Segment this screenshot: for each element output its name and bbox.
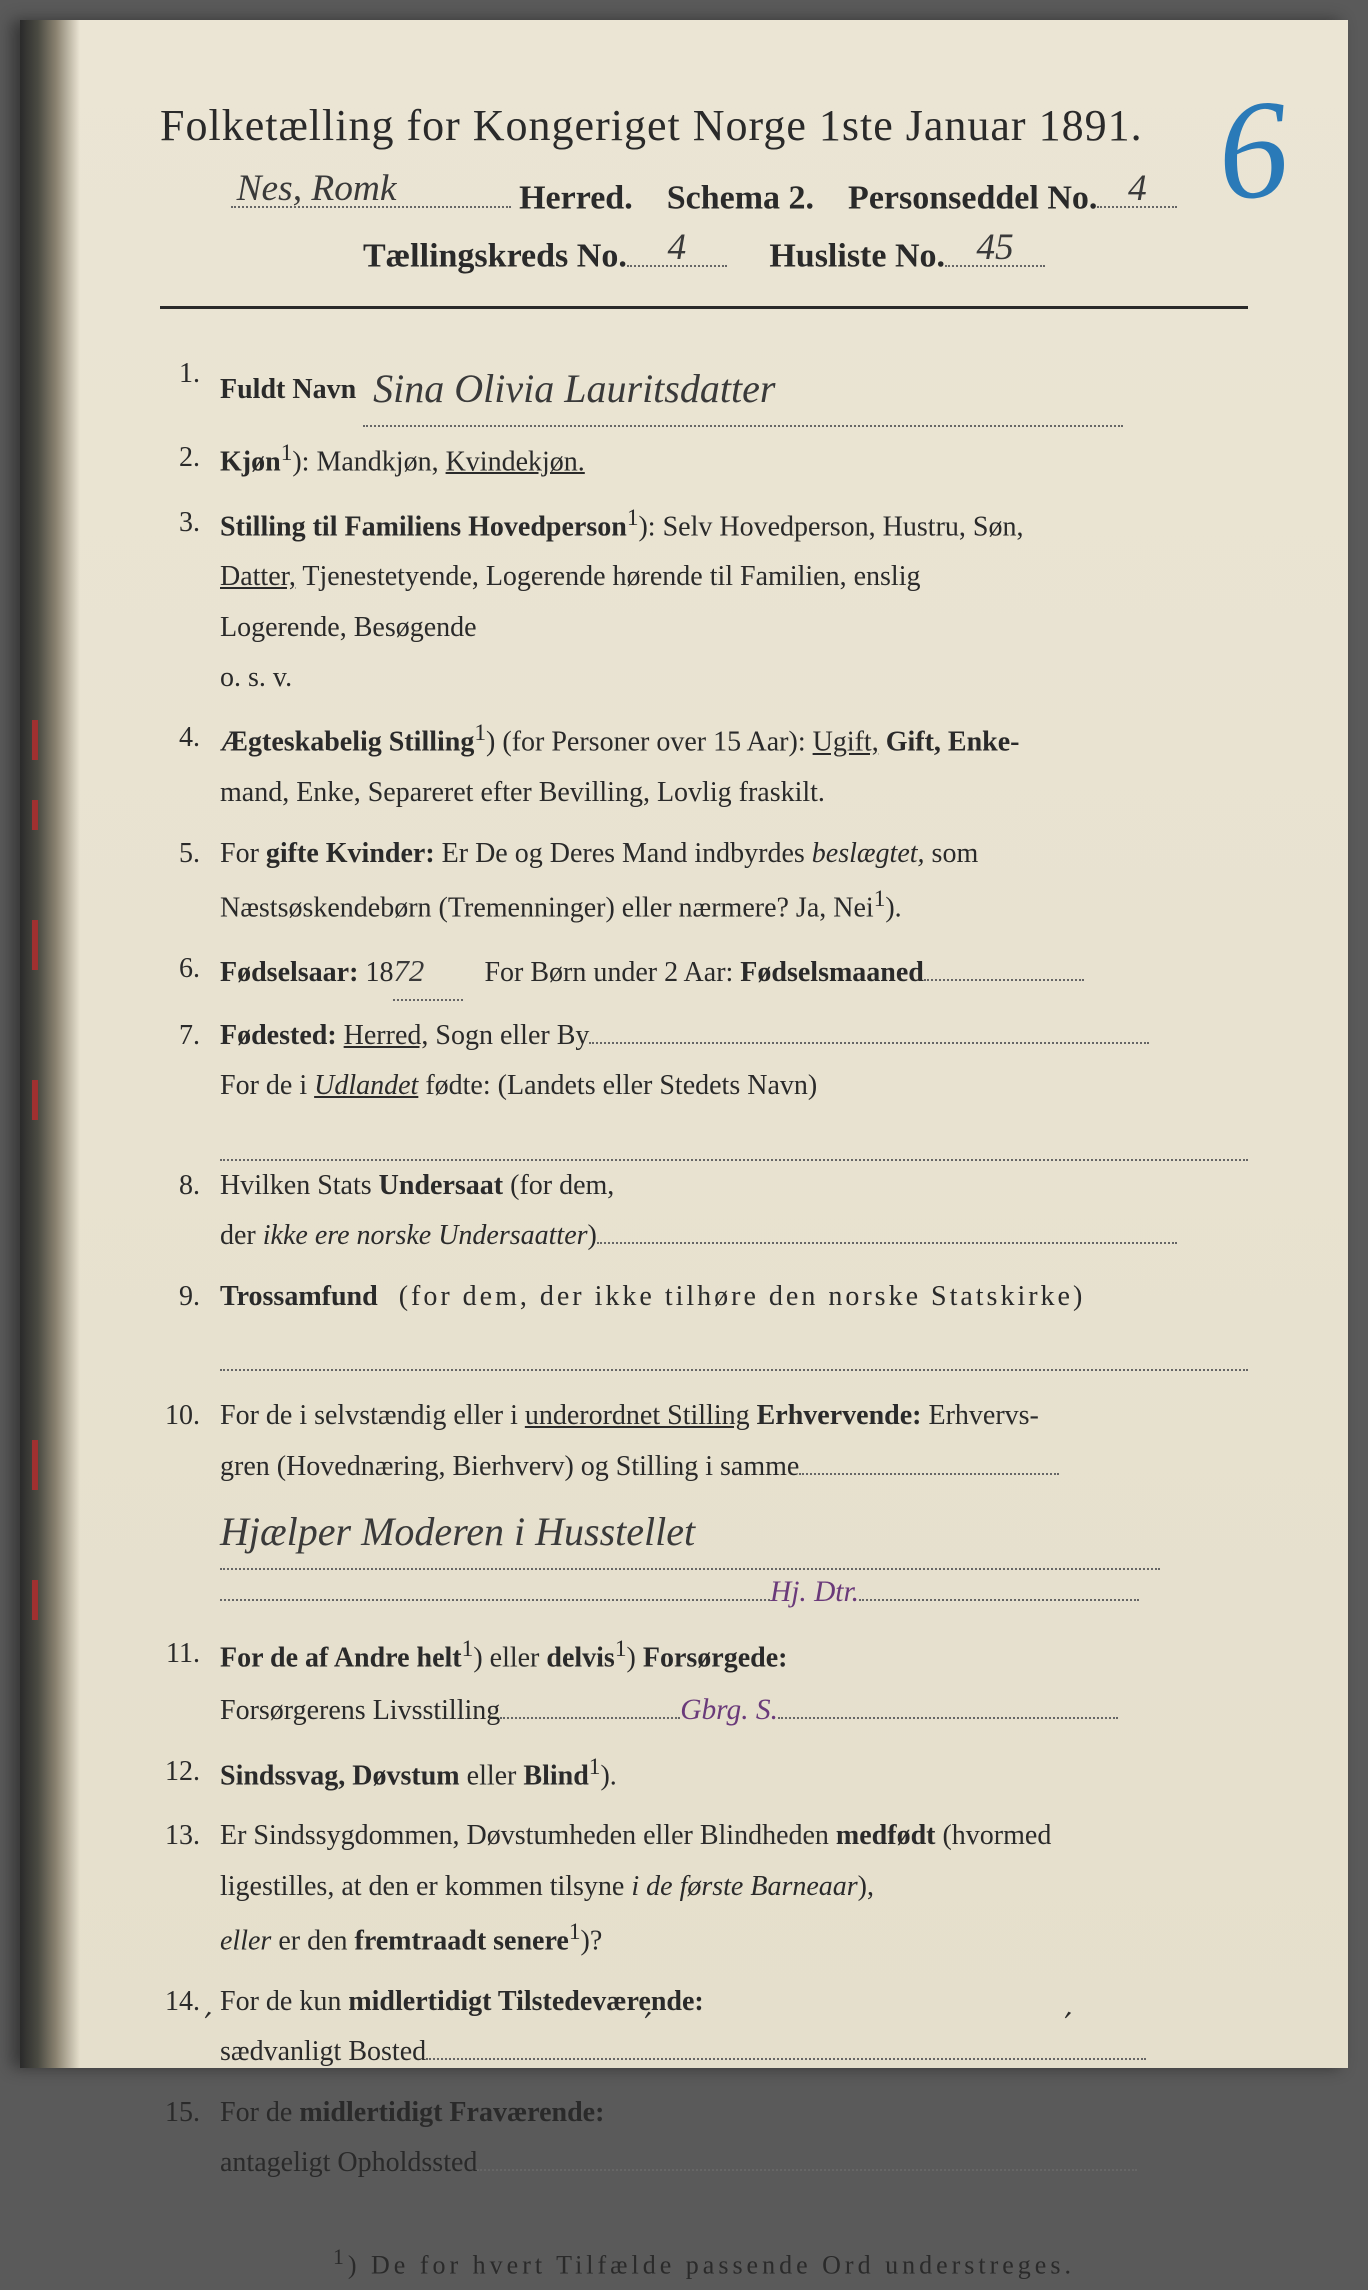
f1-value: Sina Olivia Lauritsdatter (363, 353, 1123, 427)
header-divider (160, 306, 1248, 309)
binding-shadow (20, 20, 80, 2068)
f11-value: Gbrg. S. (680, 1694, 778, 1726)
herred-value: Nes, Romk (231, 167, 511, 210)
header-line-2: Nes, Romk Herred. Schema 2. Personseddel… (160, 171, 1248, 217)
herred-label: Herred. (519, 179, 633, 216)
field-13: 13. Er Sindssygdommen, Døvstumheden elle… (160, 1811, 1248, 1967)
field-2: 2. Kjøn1): Mandkjøn, Kvindekjøn. (160, 433, 1248, 488)
field-8: 8. Hvilken Stats Undersaat (for dem, der… (160, 1161, 1248, 1262)
f4-label: Ægteskabelig Stilling (220, 727, 474, 758)
f7-label: Fødested: (220, 1020, 337, 1051)
census-form-page: 6 Folketælling for Kongeriget Norge 1ste… (20, 20, 1348, 2068)
husliste-label: Husliste No. (769, 238, 945, 275)
red-margin-marks (32, 20, 38, 2068)
f7-blank-line (220, 1122, 1248, 1161)
f12-label: Sindssvag, Døvstum (220, 1760, 460, 1791)
kreds-no-value: 4 (627, 226, 727, 269)
form-body: 1. Fuldt Navn Sina Olivia Lauritsdatter … (160, 349, 1248, 2290)
field-7: 7. Fødested: Herred, Sogn eller By For d… (160, 1011, 1248, 1112)
field-3: 3. Stilling til Familiens Hovedperson1):… (160, 498, 1248, 704)
main-title: Folketælling for Kongeriget Norge 1ste J… (160, 100, 1248, 151)
person-label: Personseddel No. (848, 179, 1097, 216)
header-line-3: Tællingskreds No.4 Husliste No.45 (160, 229, 1248, 275)
schema-label: Schema 2. (667, 179, 814, 216)
f2-opt-kvinde: Kvindekjøn. (446, 446, 585, 477)
husliste-no-value: 45 (945, 226, 1045, 269)
field-10: 10. For de i selvstændig eller i underor… (160, 1391, 1248, 1619)
f10-occupation-value: Hjælper Moderen i Husstellet (220, 1496, 1160, 1570)
f3-label: Stilling til Familiens Hovedperson (220, 511, 627, 542)
f6-year-value: 72 (393, 944, 463, 1001)
f10-note: Hj. Dtr. (770, 1576, 859, 1608)
field-15: 15. For de midlertidigt Fraværende: anta… (160, 2088, 1248, 2189)
field-12: 12. Sindssvag, Døvstum eller Blind1). (160, 1747, 1248, 1802)
field-9: 9. Trossamfund (for dem, der ikke tilhør… (160, 1272, 1248, 1322)
field-6: 6. Fødselsaar: 1872 For Børn under 2 Aar… (160, 944, 1248, 1001)
f9-blank-line (220, 1332, 1248, 1371)
f2-opt-mand: Mandkjøn, (316, 446, 438, 477)
f3-opt-datter: Datter, (220, 561, 296, 592)
field-4: 4. Ægteskabelig Stilling1) (for Personer… (160, 713, 1248, 818)
f6-label: Fødselsaar: (220, 957, 358, 988)
field-5: 5. For gifte Kvinder: Er De og Deres Man… (160, 829, 1248, 934)
person-no-value: 4 (1097, 167, 1177, 210)
field-11: 11. For de af Andre helt1) eller delvis1… (160, 1629, 1248, 1737)
footnote: 1) De for hvert Tilfælde passende Ord un… (160, 2238, 1248, 2289)
kreds-label: Tællingskreds No. (363, 238, 627, 275)
f4-opt-ugift: Ugift, (813, 727, 879, 758)
f9-label: Trossamfund (220, 1281, 378, 1312)
field-1: 1. Fuldt Navn Sina Olivia Lauritsdatter (160, 349, 1248, 423)
f1-label: Fuldt Navn (220, 374, 356, 405)
field-14: 14. For de kun midlertidigt Tilstedevære… (160, 1977, 1248, 2078)
f2-label: Kjøn (220, 446, 281, 477)
